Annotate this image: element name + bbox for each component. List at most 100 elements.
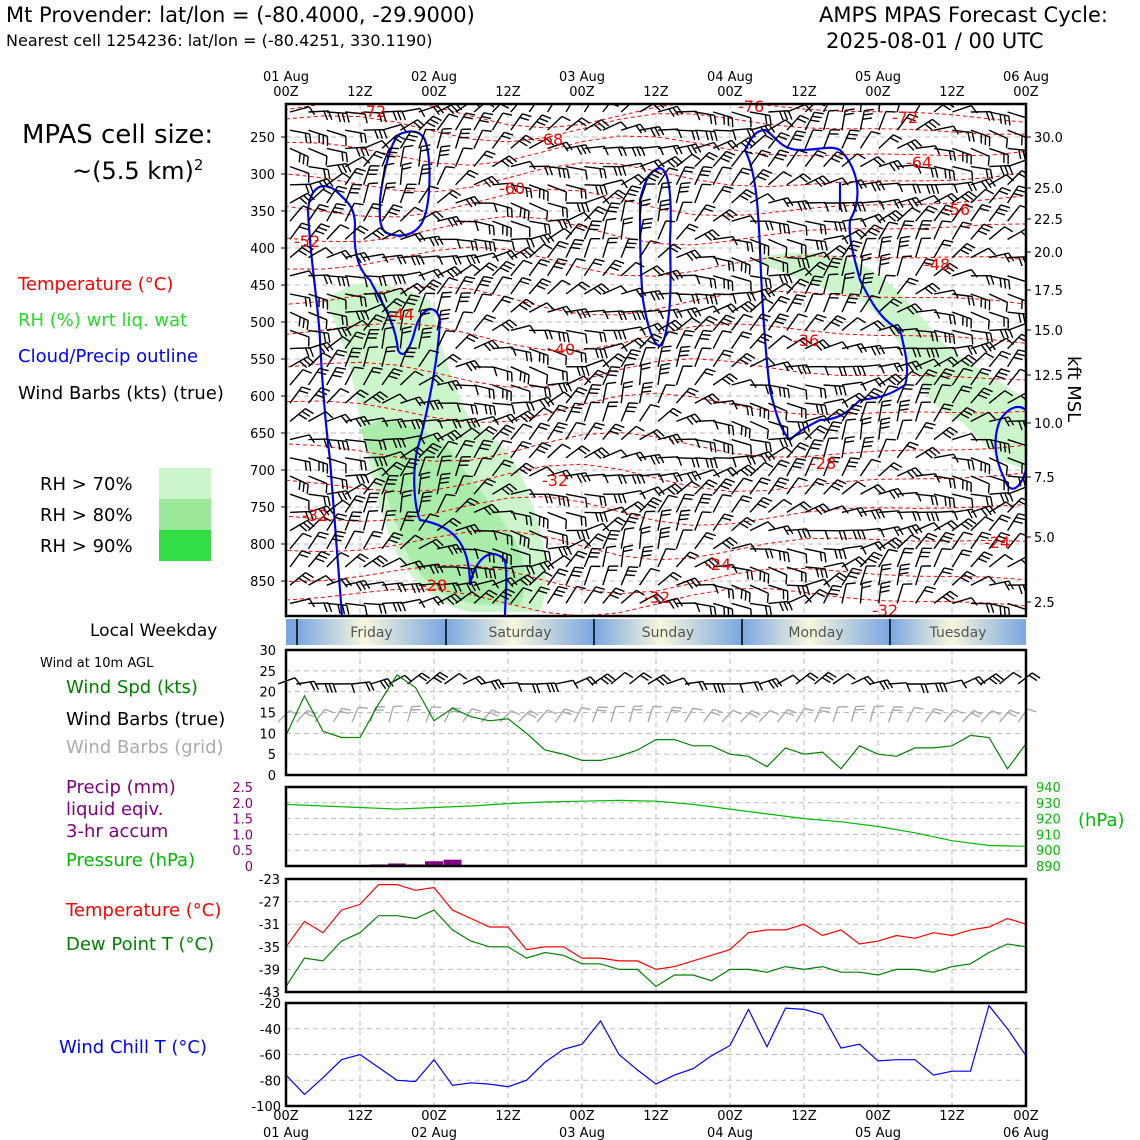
upper-air-barb xyxy=(455,333,479,350)
upper-air-barb xyxy=(675,166,695,186)
barb-staff xyxy=(731,602,752,610)
barb-flag xyxy=(562,496,566,506)
barb-staff xyxy=(768,119,786,131)
upper-air-barb xyxy=(822,584,843,604)
barb-staff xyxy=(565,223,580,240)
barb-staff xyxy=(998,709,1011,723)
barb-staff xyxy=(620,529,626,549)
barb-flag xyxy=(421,335,431,339)
upper-air-barb xyxy=(657,362,671,386)
barb-flag xyxy=(474,254,481,264)
barb-flag xyxy=(510,413,518,422)
barb-staff xyxy=(823,479,838,495)
upper-air-barb xyxy=(676,293,700,304)
barb-staff xyxy=(473,579,494,586)
upper-air-barb xyxy=(528,202,549,221)
upper-air-barb xyxy=(473,112,494,131)
barb-staff xyxy=(621,451,641,459)
barb-flag xyxy=(437,235,444,246)
upper-air-barb xyxy=(823,529,848,541)
barb-staff xyxy=(933,426,951,441)
upper-air-barb xyxy=(455,104,481,113)
barb-flag xyxy=(650,567,661,572)
barb-flag xyxy=(325,247,334,255)
barb-flag xyxy=(893,325,900,334)
barb-flag xyxy=(599,332,603,342)
upper-air-barb xyxy=(418,292,435,313)
barb-flag xyxy=(519,116,530,121)
upper-air-barb xyxy=(491,295,514,313)
barb-staff xyxy=(1007,333,1023,350)
barb-staff xyxy=(860,180,881,186)
barb-flag xyxy=(606,217,617,221)
barb-staff xyxy=(822,274,830,295)
upper-air-barb xyxy=(583,533,607,550)
upper-air-barb xyxy=(970,602,995,613)
barb-flag xyxy=(298,226,309,231)
barb-flag xyxy=(378,456,384,467)
barb-flag xyxy=(846,301,857,304)
barb-flag xyxy=(836,315,847,321)
temperature-contour-line xyxy=(286,530,1026,561)
barb-flag xyxy=(836,151,847,157)
barb-flag xyxy=(483,317,494,323)
barb-flag xyxy=(947,195,956,203)
barb-staff xyxy=(528,259,542,277)
barb-flag xyxy=(543,243,553,250)
barb-flag xyxy=(402,162,412,166)
upper-air-barb xyxy=(804,111,824,131)
upper-air-barb xyxy=(289,457,312,472)
barb-flag xyxy=(469,361,477,370)
upper-air-barb xyxy=(528,442,552,459)
barb-flag xyxy=(435,210,444,219)
barb-flag xyxy=(636,474,642,484)
barb-staff xyxy=(841,437,847,458)
barb-flag xyxy=(493,366,498,377)
barb-flag xyxy=(654,454,661,465)
upper-air-barb xyxy=(344,183,363,204)
barb-flag xyxy=(491,503,500,512)
upper-air-barb xyxy=(970,165,993,180)
barb-staff xyxy=(492,402,513,406)
barb-staff xyxy=(344,530,356,550)
barb-staff xyxy=(289,475,309,485)
upper-air-barb xyxy=(621,489,647,500)
barb-staff xyxy=(713,235,734,241)
barb-flag xyxy=(691,130,696,141)
wind-panel-title: Wind at 10m AGL xyxy=(40,656,154,671)
barb-flag xyxy=(575,553,585,559)
barb-flag xyxy=(722,378,731,385)
title-left: Mt Provender: lat/lon = (-80.4000, -29.9… xyxy=(6,3,475,27)
barb-flag xyxy=(850,407,860,412)
upper-air-barb xyxy=(326,275,350,287)
barb-staff xyxy=(308,311,328,321)
barb-staff xyxy=(962,675,980,685)
barb-flag xyxy=(1007,712,1017,718)
barb-flag xyxy=(877,484,886,492)
upper-air-barb xyxy=(381,274,407,285)
upper-air-barb xyxy=(565,585,586,604)
barb-staff xyxy=(777,674,794,685)
upper-air-barb xyxy=(455,359,481,372)
barb-flag xyxy=(948,169,951,180)
upper-air-barb xyxy=(308,329,331,343)
barb-flag xyxy=(846,254,857,258)
barb-flag xyxy=(466,172,476,179)
barb-flag xyxy=(636,310,642,321)
barb-staff xyxy=(326,172,344,186)
barb-flag xyxy=(880,589,890,593)
barb-staff xyxy=(418,399,439,404)
barb-flag xyxy=(346,441,350,451)
barb-flag xyxy=(626,520,637,524)
barb-flag xyxy=(327,496,331,507)
barb-flag xyxy=(543,398,551,407)
barb-staff xyxy=(1007,185,1019,204)
upper-air-barb xyxy=(786,200,812,211)
barb-staff xyxy=(454,475,465,495)
barb-staff xyxy=(1007,438,1026,447)
barb-flag xyxy=(539,563,547,572)
barb-staff xyxy=(326,513,339,531)
barb-flag xyxy=(899,403,910,407)
barb-flag xyxy=(779,149,790,154)
barb-flag xyxy=(732,564,738,574)
